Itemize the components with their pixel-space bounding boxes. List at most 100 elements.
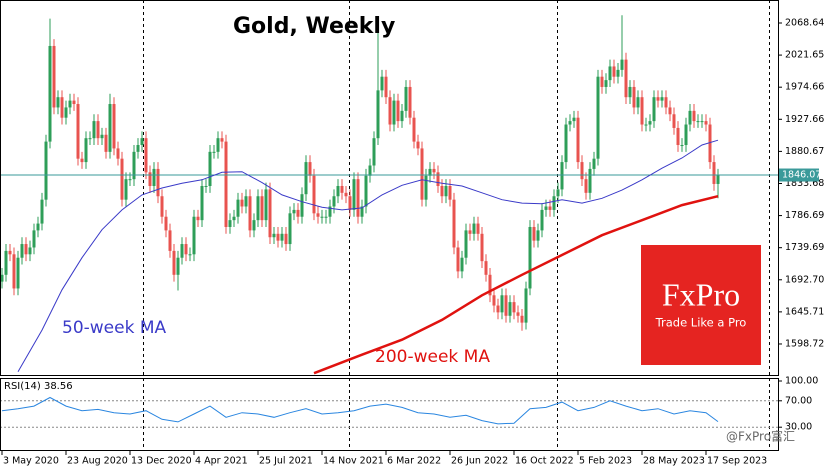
x-tick-label: 4 Apr 2021 (195, 456, 248, 467)
candle-body (676, 127, 680, 146)
candle-body (32, 230, 36, 248)
candle-body (604, 80, 608, 87)
candle-body (364, 175, 368, 207)
candle-body (204, 185, 208, 187)
candle-body (672, 114, 676, 128)
candle-body (344, 192, 348, 197)
candle-body (696, 121, 700, 123)
y-tick-label: 1833.68 (785, 178, 824, 189)
candle-body (276, 233, 280, 241)
y-tick-label: 1598.72 (785, 338, 824, 349)
candle-body (600, 76, 604, 87)
candle-body (400, 110, 404, 122)
candle-body (244, 196, 248, 207)
candle-body (452, 199, 456, 248)
rsi-title: RSI(14) 38.56 (4, 381, 73, 392)
x-tick-label: 26 Jun 2022 (451, 456, 508, 467)
candle-body (608, 66, 612, 81)
candle-body (472, 223, 476, 234)
watermark: @FxPro富汇 (726, 429, 795, 444)
y-tick-label: 2021.65 (785, 50, 824, 61)
candle-body (16, 257, 20, 289)
candle-body (460, 257, 464, 272)
candle-body (632, 86, 636, 108)
candle-body (248, 196, 252, 231)
candle-body (340, 185, 344, 193)
candle-body (352, 179, 356, 210)
y-tick-label: 1739.69 (785, 242, 824, 253)
candle-body (56, 97, 60, 108)
candle-body (488, 274, 492, 296)
candle-body (552, 196, 556, 210)
candle-body (316, 213, 320, 217)
rsi-frame (0, 378, 779, 451)
candle-body (432, 168, 436, 173)
candle-body (424, 175, 428, 200)
candle-body (160, 196, 164, 217)
candle-body (412, 117, 416, 142)
candle-body (392, 100, 396, 125)
candle-body (240, 199, 244, 207)
candle-body (292, 209, 296, 214)
candle-body (616, 69, 620, 77)
candle-body (324, 216, 328, 218)
chart-title: Gold, Weekly (233, 14, 395, 39)
candle-body (104, 134, 108, 152)
candle-body (260, 196, 264, 221)
candle-body (60, 97, 64, 118)
candle-body (152, 168, 156, 186)
candle-body (516, 312, 520, 316)
candle-body (92, 121, 96, 139)
candle-body (540, 209, 544, 231)
candle-body (140, 138, 144, 146)
last-price-label: 1846.07 (782, 170, 821, 181)
x-tick-label: 6 Mar 2022 (387, 456, 441, 467)
candle-body (480, 233, 484, 262)
candle-body (356, 179, 360, 217)
candle-body (332, 196, 336, 207)
axes: 2068.64 2021.65 1974.66 1927.66 1880.67 1833.… (1, 17, 824, 467)
candle-body (116, 148, 120, 159)
candle-body (36, 223, 40, 231)
candle-body (360, 206, 364, 217)
candle-body (176, 257, 180, 275)
y-tick-label: 1786.69 (785, 210, 824, 221)
candle-body (448, 185, 452, 200)
x-tick-label: 25 Jul 2021 (259, 456, 313, 467)
candle-body (184, 244, 188, 255)
candle-body (268, 189, 272, 238)
candle-body (308, 162, 312, 176)
candle-body (124, 179, 128, 200)
x-tick-label: 28 May 2023 (643, 456, 705, 467)
x-tick-label: 3 May 2020 (3, 456, 59, 467)
candle-body (576, 117, 580, 163)
candle-body (200, 185, 204, 221)
candle-body (532, 226, 536, 241)
candle-body (692, 110, 696, 122)
candle-body (328, 206, 332, 217)
candle-body (132, 151, 136, 180)
price-plot (0, 15, 778, 375)
candle-body (20, 244, 24, 258)
y-tick-label: 1974.66 (785, 82, 824, 93)
candle-body (496, 305, 500, 313)
candle-body (136, 145, 140, 152)
candle-body (520, 315, 524, 323)
candle-body (548, 206, 552, 210)
candle-body (84, 138, 88, 163)
candle-body (384, 76, 388, 98)
candle-body (88, 138, 92, 140)
candle-body (572, 117, 576, 122)
candle-body (380, 76, 384, 91)
y-tick-label: 1927.66 (785, 114, 824, 125)
candle-body (348, 196, 352, 210)
candle-body (80, 158, 84, 163)
candle-body (296, 209, 300, 217)
candle-body (664, 97, 668, 108)
candle-body (652, 97, 656, 122)
candle-body (504, 295, 508, 316)
last-price-box (779, 168, 819, 182)
candle-body (100, 134, 104, 139)
candle-body (52, 45, 56, 108)
